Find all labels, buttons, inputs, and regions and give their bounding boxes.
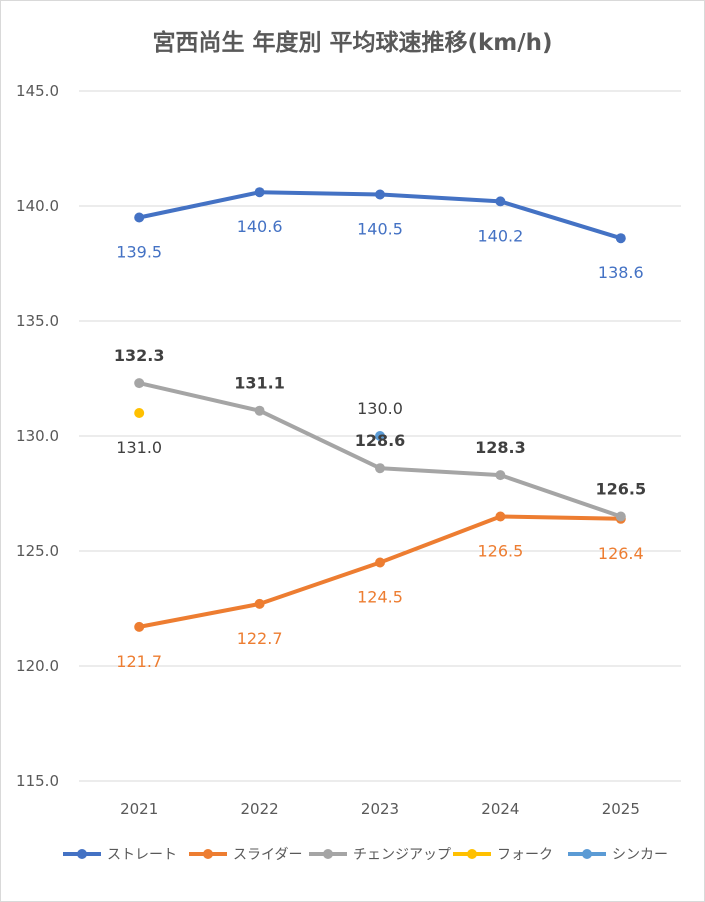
data-label: 126.4 bbox=[598, 544, 644, 563]
data-point bbox=[134, 212, 145, 223]
y-tick-label: 125.0 bbox=[16, 542, 59, 560]
data-point bbox=[134, 621, 145, 632]
legend-label: チェンジアップ bbox=[353, 847, 451, 863]
data-label: 128.3 bbox=[475, 438, 526, 457]
data-label: 126.5 bbox=[595, 480, 646, 499]
data-label: 121.7 bbox=[116, 652, 162, 671]
data-point bbox=[495, 196, 506, 207]
x-tick-label: 2024 bbox=[481, 800, 519, 818]
data-label: 126.5 bbox=[477, 542, 523, 561]
legend-swatch-marker bbox=[203, 849, 213, 859]
data-point bbox=[375, 189, 385, 200]
data-point bbox=[254, 405, 265, 416]
data-point bbox=[375, 557, 385, 568]
data-point bbox=[375, 463, 385, 474]
data-label: 140.2 bbox=[477, 226, 523, 245]
legend-label: スライダー bbox=[233, 847, 302, 863]
data-label: 139.5 bbox=[116, 243, 162, 262]
data-point bbox=[375, 431, 385, 441]
legend-swatch-marker bbox=[323, 849, 333, 859]
chart-title: 宮西尚生 年度別 平均球速推移(km/h) bbox=[152, 30, 553, 56]
data-label: 128.6 bbox=[355, 431, 406, 450]
y-tick-label: 140.0 bbox=[16, 197, 59, 215]
data-label: 130.0 bbox=[357, 399, 403, 418]
data-label: 140.6 bbox=[237, 217, 283, 236]
y-tick-label: 130.0 bbox=[16, 427, 59, 445]
data-label: 131.0 bbox=[116, 438, 162, 457]
x-tick-label: 2022 bbox=[241, 800, 279, 818]
legend-swatch-marker bbox=[467, 849, 477, 859]
data-label: 124.5 bbox=[357, 588, 403, 607]
legend-swatch-marker bbox=[582, 849, 592, 859]
legend-swatch-marker bbox=[77, 849, 87, 859]
data-point bbox=[495, 511, 506, 522]
y-tick-label: 115.0 bbox=[16, 772, 59, 790]
x-tick-label: 2023 bbox=[361, 800, 399, 818]
data-point bbox=[134, 378, 145, 389]
y-tick-label: 135.0 bbox=[16, 312, 59, 330]
legend-label: フォーク bbox=[497, 847, 553, 863]
data-point bbox=[615, 511, 626, 522]
data-point bbox=[254, 598, 265, 609]
y-tick-label: 145.0 bbox=[16, 82, 59, 100]
x-tick-label: 2021 bbox=[120, 800, 158, 818]
data-point bbox=[495, 470, 506, 481]
data-label: 132.3 bbox=[114, 346, 165, 365]
data-point bbox=[615, 233, 626, 244]
data-label: 140.5 bbox=[357, 220, 403, 239]
data-label: 138.6 bbox=[598, 263, 644, 282]
x-tick-label: 2025 bbox=[602, 800, 640, 818]
legend-label: シンカー bbox=[612, 847, 668, 863]
data-label: 131.1 bbox=[234, 374, 285, 393]
series-line bbox=[137, 514, 623, 629]
data-point bbox=[134, 408, 145, 418]
y-tick-label: 120.0 bbox=[16, 657, 59, 675]
data-label: 122.7 bbox=[237, 629, 283, 648]
data-point bbox=[254, 187, 265, 198]
legend-label: ストレート bbox=[107, 847, 177, 863]
